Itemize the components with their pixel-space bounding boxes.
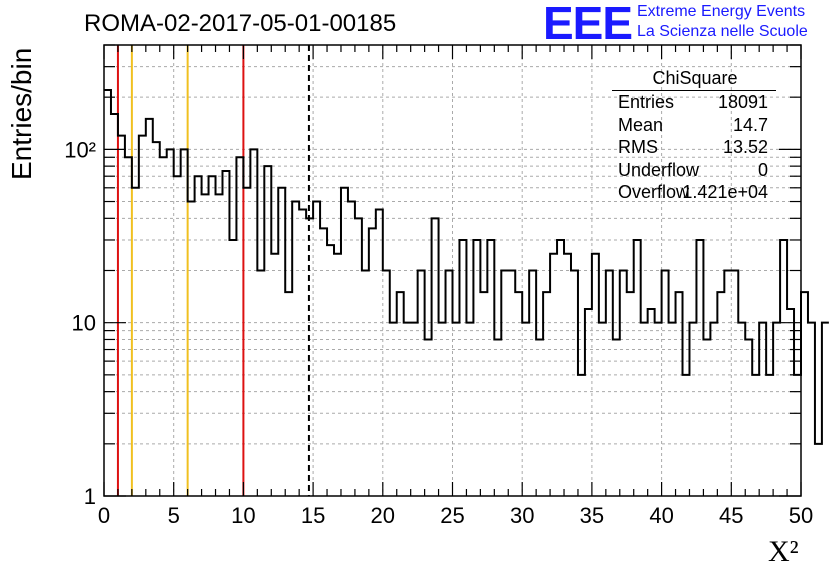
logo-line-1: Extreme Energy Events [637,3,806,20]
x-tick-label: 25 [440,503,464,528]
stats-title: ChiSquare [652,68,738,88]
x-tick-label: 0 [98,503,110,528]
stats-divider [612,90,776,91]
x-tick-label: 50 [789,503,813,528]
x-tick-label: 40 [649,503,673,528]
stats-row-rms: RMS 13.52 [612,136,776,159]
x-tick-label: 35 [580,503,604,528]
y-tick-label: 10² [64,137,96,162]
stats-label: Overflow [618,182,690,202]
stats-value: 1.421e+04 [682,182,768,202]
logo-line-2: La Scienza nelle Scuole [637,23,808,40]
stats-row-overflow: Overflow 1.421e+04 [612,181,776,204]
y-tick-label: 10 [72,311,96,336]
x-tick-label: 5 [168,503,180,528]
eee-logo: EEE [543,0,633,49]
chart-title: ROMA-02-2017-05-01-00185 [84,10,397,37]
x-tick-label: 15 [301,503,325,528]
stats-row-mean: Mean 14.7 [612,114,776,137]
y-axis-label: Entries/bin [6,47,37,180]
x-axis-label: X² [768,535,799,568]
x-tick-label: 20 [371,503,395,528]
histogram-outline [104,89,829,445]
stats-label: Mean [618,114,664,135]
stats-row-underflow: Underflow 0 [612,159,776,182]
stats-label: RMS [618,137,658,157]
stats-value: 14.7 [732,114,768,135]
x-tick-label: 10 [231,503,255,528]
stats-box: ChiSquare Entries 18091 Mean 14.7 RMS 13… [612,68,776,204]
stats-label: Underflow [618,159,700,180]
stats-row-entries: Entries 18091 [612,91,776,114]
x-tick-label: 45 [719,503,743,528]
stats-value: 18091 [717,92,768,112]
stats-value: 13.52 [722,137,768,157]
y-tick-label: 1 [84,484,96,509]
stats-value: 0 [757,159,768,180]
x-tick-label: 30 [510,503,534,528]
stats-label: Entries [618,92,675,112]
